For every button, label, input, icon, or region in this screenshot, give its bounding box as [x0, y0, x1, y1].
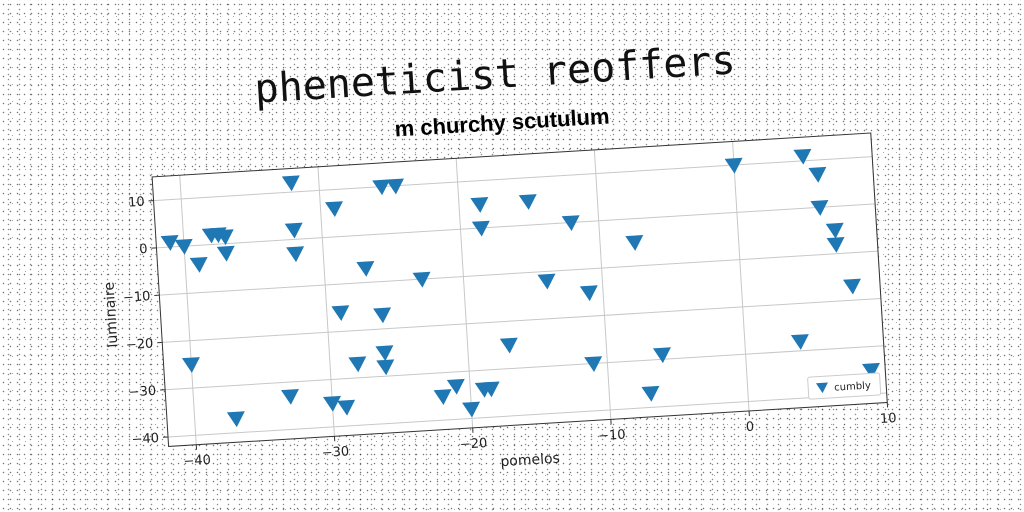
chart-title: pheneticist reoffers — [253, 37, 737, 112]
data-point — [376, 359, 395, 376]
data-point — [331, 305, 350, 322]
data-point — [499, 337, 518, 354]
data-point — [226, 411, 245, 428]
data-point — [372, 179, 391, 196]
grid-line-x — [317, 166, 335, 437]
data-point — [348, 356, 367, 373]
legend: cumbly — [807, 372, 882, 400]
data-point — [625, 235, 644, 251]
chart-subtitle: m churchy scutulum — [394, 103, 610, 141]
data-point — [584, 356, 603, 373]
data-point — [561, 215, 580, 232]
data-point — [641, 385, 660, 402]
data-point — [862, 362, 880, 379]
plot-area: −40 −30 −20 −10 0 10 −40 −30 −20 −10 0 10 pomelos l… — [101, 132, 897, 471]
data-point — [215, 229, 234, 246]
data-point — [356, 260, 375, 277]
data-point — [446, 378, 465, 395]
data-point — [189, 256, 208, 273]
data-point — [790, 334, 809, 350]
x-tick-label: −40 — [183, 453, 211, 470]
grid-line-y — [156, 203, 876, 249]
data-point — [518, 194, 537, 210]
data-point — [724, 157, 743, 174]
grid-line-x — [455, 158, 474, 428]
y-axis-label: luminaire — [101, 281, 121, 348]
x-tick-label: −20 — [460, 436, 488, 453]
grid-line-y — [153, 156, 873, 202]
data-point — [281, 175, 300, 192]
y-tick-label: −40 — [131, 431, 159, 448]
grid-line-y — [165, 345, 884, 391]
y-tick-label: −30 — [128, 384, 156, 401]
data-point — [433, 389, 452, 405]
data-point — [284, 222, 303, 239]
data-point — [826, 236, 845, 253]
data-point — [579, 285, 598, 302]
data-point — [470, 197, 489, 213]
data-point — [825, 222, 844, 239]
x-tick-label: −30 — [321, 444, 349, 461]
plot-frame — [151, 132, 888, 447]
data-point — [286, 246, 305, 263]
data-points — [160, 148, 880, 428]
legend-label-cumbly: cumbly — [834, 380, 871, 393]
grid-line-x — [732, 141, 750, 411]
legend-box — [807, 372, 882, 400]
data-point — [842, 278, 861, 295]
data-point — [652, 347, 671, 364]
data-point — [181, 357, 200, 373]
x-tick-label: 0 — [745, 420, 754, 435]
legend-marker-cumbly — [815, 382, 828, 394]
grid-line-y — [167, 392, 887, 438]
data-point — [462, 401, 481, 418]
data-point — [375, 345, 394, 362]
grid-line-y — [162, 297, 881, 343]
grid — [153, 132, 888, 445]
x-axis-label: pomelos — [500, 451, 560, 471]
y-tick-label: −20 — [125, 336, 153, 353]
data-point — [323, 395, 341, 412]
y-tick-label: 10 — [128, 195, 145, 211]
data-point — [386, 178, 404, 195]
data-point — [793, 148, 812, 165]
data-point — [810, 199, 829, 216]
data-point — [808, 166, 827, 183]
data-point — [280, 388, 299, 405]
data-point — [216, 245, 235, 262]
data-point — [471, 220, 490, 237]
y-tick-label: −10 — [123, 289, 151, 306]
y-tick-label: 0 — [139, 242, 148, 257]
axis-ticks: −40 −30 −20 −10 0 10 −40 −30 −20 −10 0 10 — [123, 195, 897, 470]
x-tick-label: −10 — [598, 428, 626, 445]
grid-line-y — [159, 250, 879, 296]
data-point — [412, 271, 431, 288]
data-point — [373, 307, 392, 324]
grid-line-x — [593, 149, 612, 420]
data-point — [160, 234, 179, 251]
x-tick-label: 10 — [880, 411, 897, 427]
grid-line-x — [179, 175, 197, 445]
data-point — [537, 273, 556, 290]
data-point — [481, 381, 500, 398]
data-point — [324, 201, 343, 218]
data-point — [337, 399, 356, 416]
data-point — [174, 238, 193, 255]
